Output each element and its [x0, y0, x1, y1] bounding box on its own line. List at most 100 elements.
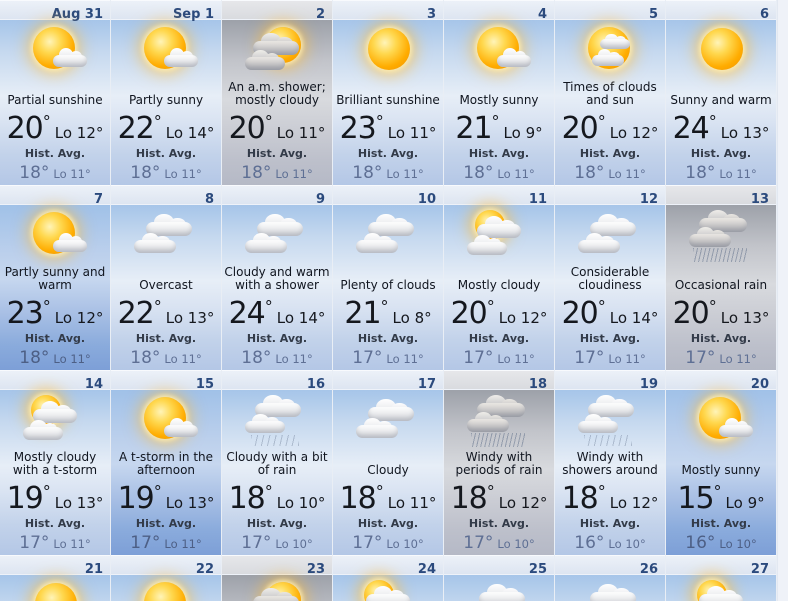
day-cell[interactable]: 7 Partly sunny and warm 23°Lo 12° Hist. …: [0, 185, 111, 370]
day-number: 26: [639, 562, 658, 577]
hist-low: Lo 10°: [497, 537, 535, 551]
cloudy-icon: [459, 578, 539, 601]
hist-avg-row: 18° Lo 11°: [222, 163, 332, 185]
hist-avg-row: 17° Lo 11°: [444, 348, 554, 370]
hist-avg-label: Hist. Avg.: [690, 517, 752, 530]
temperature-row: 20°Lo 12°: [0, 111, 110, 146]
temperature-row: 22°Lo 14°: [111, 111, 221, 146]
rain-icon: [459, 393, 539, 449]
day-cell[interactable]: 23: [222, 555, 333, 601]
day-cell[interactable]: 27: [666, 555, 777, 601]
low-temp: Lo 13°: [720, 124, 770, 142]
hist-avg-label: Hist. Avg.: [690, 147, 752, 160]
day-cell[interactable]: 16 Cloudy with a bit of rain 18°Lo 10° H…: [222, 370, 333, 555]
day-number: 23: [306, 562, 325, 577]
day-cell[interactable]: 25: [444, 555, 555, 601]
hist-avg-label: Hist. Avg.: [24, 517, 86, 530]
day-cell[interactable]: 15 A t-storm in the afternoon 19°Lo 13° …: [111, 370, 222, 555]
day-body: Mostly cloudy 20°Lo 12° Hist. Avg. 17° Lo…: [444, 205, 554, 370]
day-cell[interactable]: Aug 31 Partial sunshine 20°Lo 12° Hist. …: [0, 0, 111, 185]
hist-avg-label: Hist. Avg.: [468, 332, 530, 345]
day-description: Brilliant sunshine: [336, 93, 440, 107]
day-cell[interactable]: 24: [333, 555, 444, 601]
icon-area: [666, 208, 776, 266]
hist-high: 17°: [241, 533, 272, 553]
partly-sunny-icon: [126, 578, 206, 601]
day-cell[interactable]: 3 Brilliant sunshine 23°Lo 11° Hist. Avg…: [333, 0, 444, 185]
cloudy-icon: [126, 208, 206, 264]
day-cell[interactable]: 4 Mostly sunny 21°Lo 9° Hist. Avg. 18° Lo…: [444, 0, 555, 185]
degree-symbol: °: [713, 482, 722, 501]
day-cell[interactable]: 19 Windy with showers around 18°Lo 12° H…: [555, 370, 666, 555]
hist-avg-row: 17° Lo 10°: [222, 533, 332, 555]
day-cell[interactable]: 13 Occasional rain 20°Lo 13° Hist. Avg. …: [666, 185, 777, 370]
day-header: 9: [222, 185, 332, 207]
icon-area: [111, 23, 221, 81]
sunny-icon: [348, 23, 428, 79]
day-cell[interactable]: 2 An a.m. shower; mostly cloudy 20°Lo 11…: [222, 0, 333, 185]
degree-symbol: °: [708, 112, 717, 131]
day-cell[interactable]: 17 Cloudy 18°Lo 11° Hist. Avg. 17° Lo 10°: [333, 370, 444, 555]
day-description: Cloudy with a bit of rain: [226, 450, 328, 477]
day-body: Brilliant sunshine 23°Lo 11° Hist. Avg. …: [333, 20, 443, 185]
day-description: Windy with periods of rain: [455, 450, 543, 477]
temperature-row: 21°Lo 9°: [444, 111, 554, 146]
temperature-row: 22°Lo 13°: [111, 296, 221, 331]
degree-symbol: °: [375, 482, 384, 501]
day-description: Partial sunshine: [7, 93, 103, 107]
day-number: 11: [528, 192, 547, 207]
high-temp: 21: [455, 111, 492, 146]
day-number: 21: [84, 562, 103, 577]
day-cell[interactable]: 6 Sunny and warm 24°Lo 13° Hist. Avg. 18…: [666, 0, 777, 185]
hist-avg-row: 16° Lo 10°: [666, 533, 776, 555]
day-number: 7: [93, 192, 103, 207]
day-cell[interactable]: 9 Cloudy and warm with a shower 24°Lo 14…: [222, 185, 333, 370]
day-cell[interactable]: 22: [111, 555, 222, 601]
page-margin: [777, 0, 788, 601]
day-description: A t-storm in the afternoon: [118, 450, 214, 477]
hist-avg-label: Hist. Avg.: [690, 332, 752, 345]
low-temp: Lo 8°: [392, 309, 432, 327]
day-cell[interactable]: 18 Windy with periods of rain 18°Lo 12° …: [444, 370, 555, 555]
day-cell[interactable]: 14 Mostly cloudy with a t-storm 19°Lo 13…: [0, 370, 111, 555]
hist-avg-label: Hist. Avg.: [135, 147, 197, 160]
hist-avg-label: Hist. Avg.: [468, 147, 530, 160]
day-number: 12: [639, 192, 658, 207]
degree-symbol: °: [380, 297, 389, 316]
high-temp: 22: [117, 296, 155, 331]
hist-low: Lo 11°: [497, 167, 535, 181]
hist-avg-row: 18° Lo 11°: [0, 348, 110, 370]
mostly-cloudy-icon: [681, 578, 761, 601]
day-cell[interactable]: 8 Overcast 22°Lo 13° Hist. Avg. 18° Lo 11…: [111, 185, 222, 370]
hist-avg-label: Hist. Avg.: [246, 517, 308, 530]
icon-area: [222, 23, 332, 81]
hist-avg-label: Hist. Avg.: [357, 517, 419, 530]
hist-high: 16°: [574, 533, 605, 553]
high-temp: 24: [228, 296, 266, 331]
day-cell[interactable]: 12 Considerable cloudiness 20°Lo 14° His…: [555, 185, 666, 370]
day-cell[interactable]: 10 Plenty of clouds 21°Lo 8° Hist. Avg. …: [333, 185, 444, 370]
day-cell[interactable]: 5 Times of clouds and sun 20°Lo 12° Hist…: [555, 0, 666, 185]
day-header: 13: [666, 185, 776, 207]
day-description: Cloudy: [367, 463, 409, 477]
day-description: Mostly sunny: [681, 463, 761, 477]
day-cell[interactable]: 11 Mostly cloudy 20°Lo 12° Hist. Avg. 17…: [444, 185, 555, 370]
icon-area: [222, 208, 332, 266]
icon-area: [111, 393, 221, 451]
day-body: An a.m. shower; mostly cloudy 20°Lo 11° …: [222, 20, 332, 185]
day-number: Aug 31: [51, 7, 103, 22]
low-temp: Lo 13°: [720, 309, 770, 327]
low-temp: Lo 10°: [276, 494, 326, 512]
day-cell[interactable]: 21: [0, 555, 111, 601]
day-header: Sep 1: [111, 0, 221, 22]
day-cell[interactable]: 26: [555, 555, 666, 601]
icon-area: [555, 393, 665, 451]
day-cell[interactable]: 20 Mostly sunny 15°Lo 9° Hist. Avg. 16° L…: [666, 370, 777, 555]
temperature-row: 24°Lo 14°: [222, 296, 332, 331]
hist-avg-label: Hist. Avg.: [357, 147, 419, 160]
hist-avg-label: Hist. Avg.: [468, 517, 530, 530]
icon-area: [111, 578, 221, 601]
hist-low: Lo 11°: [164, 167, 202, 181]
day-cell[interactable]: Sep 1 Partly sunny 22°Lo 14° Hist. Avg. …: [111, 0, 222, 185]
icon-area: [333, 23, 443, 81]
